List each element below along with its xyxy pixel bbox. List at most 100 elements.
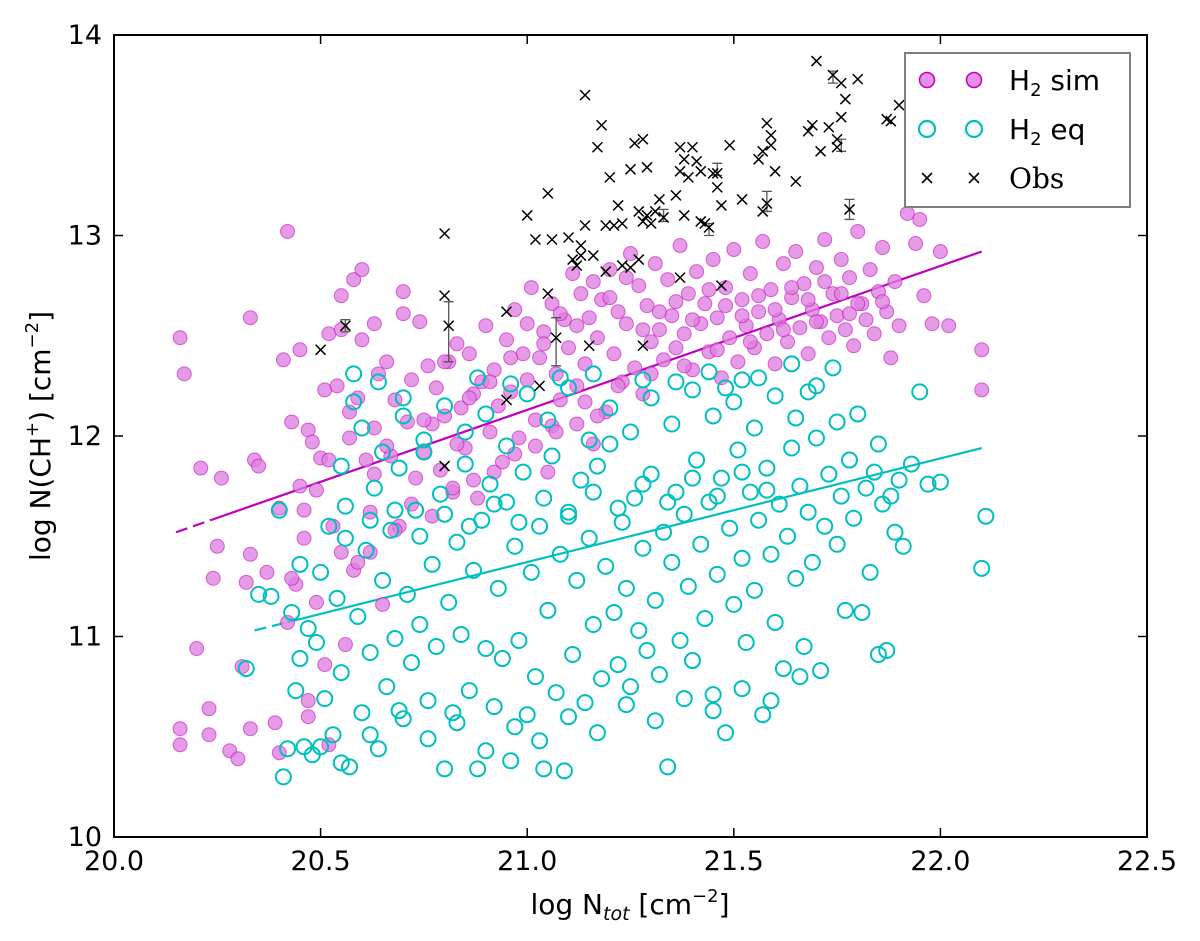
- eq-point: [865, 463, 883, 481]
- eq-point: [274, 768, 292, 786]
- sim-point: [585, 436, 601, 452]
- eq-point: [642, 389, 660, 407]
- sim-point: [891, 318, 907, 334]
- eq-point: [630, 621, 648, 639]
- eq-point: [733, 463, 751, 481]
- x-tick-label: 20.0: [84, 846, 144, 877]
- obs-point: [591, 141, 603, 153]
- sim-point: [627, 360, 643, 376]
- eq-point: [328, 589, 346, 607]
- eq-point: [357, 541, 375, 559]
- sim-point: [527, 438, 543, 454]
- eq-point: [469, 760, 487, 778]
- eq-point: [361, 644, 379, 662]
- sim-point: [540, 464, 556, 480]
- sim-point: [734, 308, 750, 324]
- eq-point: [341, 758, 359, 776]
- obs-point: [765, 139, 777, 151]
- fit-line-0: [211, 250, 983, 521]
- sim-point: [862, 262, 878, 278]
- eq-point: [307, 634, 325, 652]
- sim-point: [205, 570, 221, 586]
- sim-point: [577, 394, 593, 410]
- eq-point: [832, 487, 850, 505]
- eq-point: [857, 479, 875, 497]
- eq-point: [626, 489, 644, 507]
- obs-point: [542, 187, 554, 199]
- x-axis-label-close: ]: [719, 888, 730, 921]
- obs-point: [542, 288, 554, 300]
- eq-point: [646, 591, 664, 609]
- obs-point: [616, 217, 628, 230]
- eq-point: [911, 383, 929, 401]
- obs-point: [736, 193, 748, 205]
- obs-point: [761, 117, 773, 129]
- eq-point: [543, 447, 561, 465]
- sim-point: [755, 234, 771, 250]
- sim-point: [329, 378, 345, 394]
- eq-point: [477, 405, 495, 423]
- obs-point: [534, 380, 546, 392]
- obs-point: [831, 133, 843, 145]
- sim-point: [676, 358, 692, 374]
- eq-point: [440, 593, 458, 611]
- eq-point: [398, 585, 416, 603]
- eq-point: [444, 704, 462, 722]
- sim-point: [573, 286, 589, 302]
- sim-point: [569, 416, 585, 432]
- sim-point: [548, 366, 564, 382]
- obs-point: [637, 215, 649, 227]
- eq-point: [436, 397, 454, 415]
- sim-point: [317, 657, 333, 673]
- sim-point: [404, 372, 420, 388]
- legend: H2 sim H2 eq Obs: [904, 52, 1131, 208]
- obs-point: [637, 133, 649, 145]
- eq-point: [799, 503, 817, 521]
- eq-point: [840, 451, 858, 469]
- obs-point: [765, 129, 777, 141]
- eq-point: [332, 664, 350, 682]
- eq-point: [869, 435, 887, 453]
- obs-point: [790, 175, 802, 187]
- eq-point: [332, 754, 350, 772]
- eq-point: [779, 527, 797, 545]
- eq-point: [460, 682, 478, 700]
- eq-point: [584, 615, 602, 633]
- sim-point: [751, 304, 767, 320]
- obs-point: [616, 260, 628, 272]
- eq-point: [622, 678, 639, 696]
- sim-point: [788, 244, 804, 260]
- obs-point: [600, 219, 612, 232]
- x-axis-label-sup: −2: [692, 886, 719, 907]
- sim-point: [763, 282, 779, 298]
- obs-point: [612, 199, 624, 211]
- sim-point: [552, 392, 568, 408]
- sim-point: [718, 298, 734, 314]
- sim-point: [602, 262, 618, 278]
- y-axis-label-sup2: −2: [22, 322, 43, 349]
- sim-point: [366, 466, 382, 482]
- sim-point: [618, 316, 634, 332]
- eq-point: [787, 569, 805, 587]
- obs-point: [579, 89, 591, 101]
- sim-point: [424, 508, 440, 524]
- eq-point: [973, 559, 991, 577]
- sim-point: [689, 264, 705, 280]
- sim-point: [490, 398, 506, 414]
- eq-point: [270, 501, 288, 519]
- eq-point: [729, 441, 747, 459]
- sim-point: [300, 709, 316, 725]
- sim-point: [684, 312, 700, 328]
- eq-point: [791, 668, 809, 686]
- sim-point: [899, 205, 915, 221]
- obs-point: [645, 217, 657, 230]
- sim-point: [470, 490, 486, 506]
- eq-point: [663, 553, 681, 571]
- h2-sim-points: [172, 205, 990, 767]
- eq-point: [506, 718, 524, 736]
- obs-point: [670, 189, 682, 201]
- sim-point: [267, 715, 283, 731]
- sim-point: [887, 274, 903, 290]
- y-tick-label: 11: [68, 622, 102, 653]
- sim-point: [346, 272, 362, 288]
